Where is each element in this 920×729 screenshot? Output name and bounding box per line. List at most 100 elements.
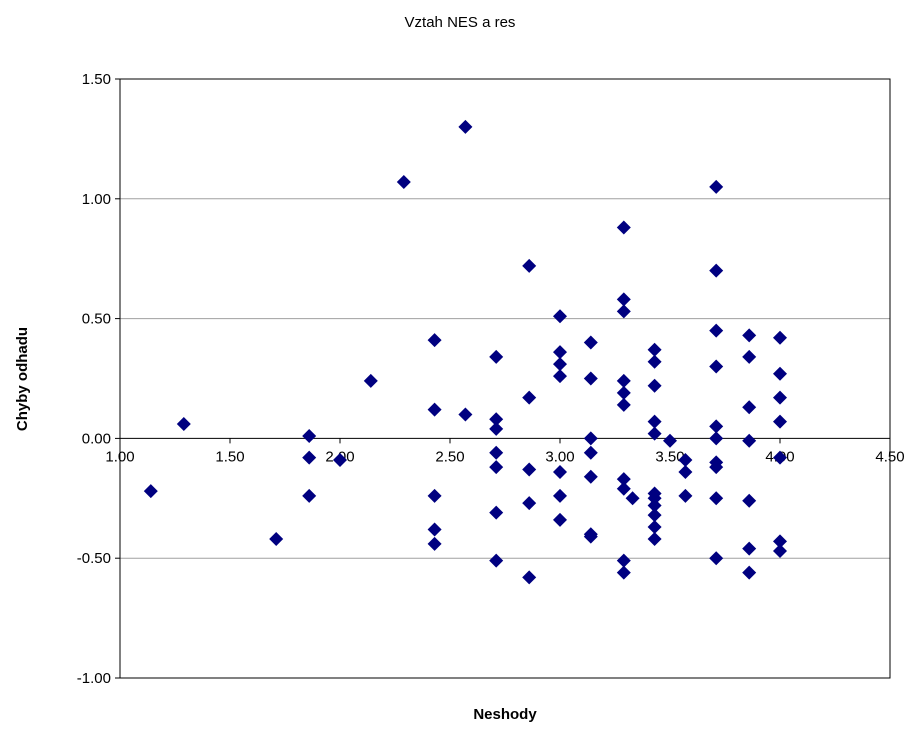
data-point	[742, 328, 757, 343]
data-point	[489, 460, 504, 475]
data-point	[363, 373, 378, 388]
data-point	[333, 452, 347, 467]
data-point	[678, 452, 693, 467]
data-point	[427, 536, 442, 551]
data-point	[427, 402, 442, 417]
data-point	[269, 532, 284, 547]
y-tick-label: 1.00	[82, 191, 111, 208]
data-point	[427, 522, 442, 537]
data-point	[773, 330, 787, 345]
data-point	[616, 220, 631, 235]
data-point	[458, 119, 473, 134]
x-tick-label: 3.00	[545, 448, 574, 465]
data-point	[553, 512, 567, 527]
data-point	[625, 491, 640, 506]
data-point	[616, 553, 631, 568]
data-point	[647, 508, 662, 523]
data-point	[742, 493, 757, 508]
data-point	[616, 373, 631, 388]
data-point	[647, 426, 662, 441]
x-tick-label: 1.50	[215, 448, 244, 465]
chart-title: Vztah NES a res	[405, 14, 516, 31]
data-point	[522, 390, 537, 405]
x-axis-title: Neshody	[473, 706, 537, 723]
data-point	[773, 414, 787, 429]
data-point	[553, 488, 567, 503]
data-point	[553, 357, 567, 372]
data-point	[647, 342, 662, 357]
y-tick-label: 1.50	[82, 71, 111, 88]
data-point	[522, 496, 537, 511]
data-point	[709, 323, 724, 338]
data-point	[742, 541, 757, 556]
data-point	[489, 505, 504, 520]
data-point	[647, 378, 662, 393]
data-point	[709, 359, 724, 374]
data-point	[742, 433, 757, 448]
data-point	[663, 433, 677, 448]
data-point	[583, 335, 598, 350]
data-point	[616, 304, 631, 319]
data-point	[709, 419, 724, 434]
data-point	[489, 553, 504, 568]
data-point	[489, 412, 504, 427]
data-point	[553, 345, 567, 360]
data-point	[773, 450, 787, 465]
data-point	[427, 488, 442, 503]
data-point	[583, 371, 598, 386]
data-point	[489, 445, 504, 460]
data-point	[583, 469, 598, 484]
data-point	[522, 570, 537, 585]
data-point	[773, 544, 787, 559]
data-point	[742, 565, 757, 580]
data-point	[616, 472, 631, 487]
data-point	[709, 179, 724, 194]
data-point	[583, 431, 598, 446]
data-point	[427, 333, 442, 348]
data-point	[616, 481, 631, 496]
data-points	[143, 119, 787, 585]
data-point	[678, 464, 693, 479]
data-point	[553, 369, 567, 384]
x-tick-label: 4.50	[875, 448, 904, 465]
data-point	[302, 450, 317, 465]
data-point	[522, 258, 537, 273]
data-point	[678, 488, 693, 503]
data-point	[522, 462, 537, 477]
x-tick-label: 2.50	[435, 448, 464, 465]
x-tick-label: 3.50	[655, 448, 684, 465]
data-point	[647, 414, 662, 429]
data-point	[616, 292, 631, 307]
x-axis-ticks: 1.001.502.002.503.003.504.004.50	[105, 438, 905, 465]
data-point	[742, 400, 757, 415]
data-point	[616, 565, 631, 580]
data-point	[647, 532, 662, 547]
x-tick-label: 1.00	[105, 448, 134, 465]
data-point	[489, 421, 504, 436]
gridlines	[120, 198, 890, 559]
data-point	[647, 520, 662, 535]
data-point	[176, 417, 191, 432]
data-point	[773, 534, 787, 549]
data-point	[396, 175, 411, 190]
data-point	[742, 349, 757, 364]
y-tick-label: -1.00	[77, 670, 111, 687]
data-point	[709, 491, 724, 506]
data-point	[647, 354, 662, 369]
data-point	[583, 445, 598, 460]
y-tick-label: 0.50	[82, 311, 111, 328]
data-point	[709, 460, 724, 475]
data-point	[709, 551, 724, 566]
data-point	[489, 349, 504, 364]
data-point	[647, 491, 662, 506]
data-point	[143, 484, 158, 499]
data-point	[458, 407, 473, 422]
data-point	[553, 309, 567, 324]
y-tick-label: -0.50	[77, 550, 111, 567]
data-point	[616, 397, 631, 412]
y-axis-title: Chyby odhadu	[14, 327, 31, 431]
data-point	[709, 263, 724, 278]
plot-area-border	[119, 78, 891, 679]
data-point	[773, 366, 787, 381]
